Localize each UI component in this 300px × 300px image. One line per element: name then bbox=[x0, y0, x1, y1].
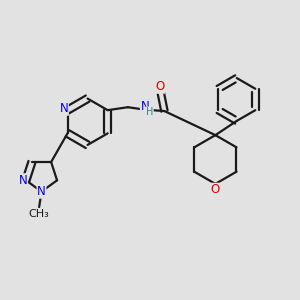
Text: CH₃: CH₃ bbox=[29, 208, 50, 219]
Text: N: N bbox=[19, 174, 27, 187]
Text: N: N bbox=[60, 102, 68, 115]
Text: N: N bbox=[140, 100, 149, 112]
Text: O: O bbox=[211, 183, 220, 196]
Text: H: H bbox=[146, 107, 153, 117]
Text: N: N bbox=[37, 185, 46, 198]
Text: O: O bbox=[155, 80, 165, 93]
